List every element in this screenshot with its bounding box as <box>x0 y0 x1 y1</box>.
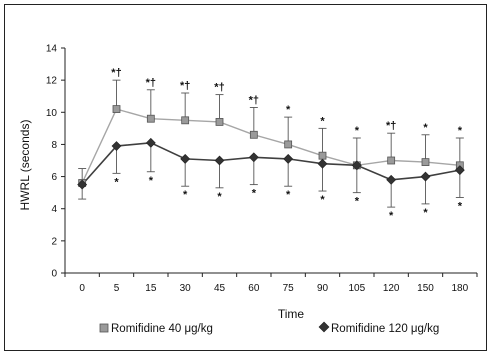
significance-mark: *† <box>214 82 224 94</box>
significance-mark: * <box>355 125 360 137</box>
x-tick-label: 105 <box>348 283 365 294</box>
x-tick-label: 15 <box>145 283 157 294</box>
significance-mark: * <box>458 200 463 212</box>
x-tick-label: 180 <box>451 283 468 294</box>
x-tick-label: 45 <box>214 283 226 294</box>
significance-mark: * <box>458 125 463 137</box>
legend-label-romifidine-120: Romifidine 120 μg/kg <box>331 323 439 335</box>
significance-mark: *† <box>249 94 259 106</box>
significance-mark: *† <box>386 120 396 132</box>
square-marker <box>181 116 190 125</box>
square-marker <box>215 118 224 126</box>
y-tick-label: 14 <box>46 44 58 55</box>
diamond-marker <box>111 141 122 151</box>
y-tick-label: 8 <box>51 140 57 151</box>
x-tick-label: 30 <box>180 283 192 294</box>
y-tick-label: 0 <box>51 269 57 280</box>
significance-mark: * <box>286 189 291 201</box>
legend: Romifidine 40 μg/kg Romifidine 120 μg/kg <box>99 321 439 335</box>
y-axis-label: HWRL (seconds) <box>18 120 32 211</box>
significance-mark: * <box>355 196 360 208</box>
series-line-romifidine-120 <box>81 142 460 186</box>
y-tick-label: 10 <box>46 108 58 119</box>
series-line-romifidine-40 <box>81 108 460 184</box>
diamond-marker <box>351 160 362 171</box>
significance-mark: *† <box>146 77 156 89</box>
significance-mark: *† <box>180 80 190 92</box>
x-tick-label: 60 <box>248 283 260 294</box>
significance-mark: * <box>149 175 154 187</box>
significance-mark: * <box>423 122 428 134</box>
significance-mark: * <box>423 207 428 219</box>
significance-mark: *† <box>111 67 121 79</box>
chart: 0 2 4 6 8 10 12 14 0 5 15 30 45 60 75 90 105 120 150 180 HW… <box>18 44 478 335</box>
legend-diamond-marker <box>318 321 330 333</box>
square-marker <box>249 130 258 139</box>
diamond-marker <box>283 153 294 164</box>
legend-square-marker <box>99 323 109 333</box>
significance-mark: * <box>389 210 394 222</box>
square-marker <box>112 105 121 113</box>
x-tick-label: 120 <box>383 283 400 294</box>
significance-mark: * <box>114 176 119 188</box>
diamond-marker <box>214 155 225 166</box>
square-marker <box>421 158 430 167</box>
x-tick-label: 75 <box>283 283 295 294</box>
square-marker <box>284 140 293 149</box>
diamond-marker <box>77 179 88 190</box>
series-markers <box>77 105 465 190</box>
y-tick-label: 4 <box>51 204 57 215</box>
axes: 0 2 4 6 8 10 12 14 0 5 15 30 45 60 75 90 105 120 150 180 <box>46 44 478 294</box>
x-tick-label: 90 <box>317 283 329 294</box>
diamond-marker <box>248 152 259 163</box>
diamond-marker <box>145 137 156 148</box>
square-marker <box>387 156 396 165</box>
significance-mark: * <box>183 189 188 201</box>
y-tick-label: 2 <box>51 236 57 247</box>
diamond-marker <box>420 171 431 182</box>
y-tick-label: 12 <box>46 76 58 87</box>
significance-mark: * <box>320 194 325 206</box>
diamond-marker <box>180 153 191 164</box>
series-lines <box>81 108 460 186</box>
diamond-marker <box>317 158 328 169</box>
x-tick-label: 5 <box>114 283 120 294</box>
x-tick-label: 150 <box>417 283 434 294</box>
significance-mark: * <box>286 104 291 116</box>
x-tick-label: 0 <box>79 283 85 294</box>
significance-mark: * <box>252 188 257 200</box>
chart-frame: 0 2 4 6 8 10 12 14 0 5 15 30 45 60 75 90 105 120 150 180 HW… <box>4 4 487 351</box>
diamond-marker <box>386 174 397 185</box>
y-tick-label: 6 <box>51 172 57 183</box>
square-marker <box>146 114 155 123</box>
square-marker <box>318 151 327 160</box>
significance-mark: * <box>217 191 222 203</box>
significance-annotations: *† *† *† *† *† * * * *† * * * * * * * * * * * * * <box>111 67 462 222</box>
x-axis-label: Time <box>278 307 305 321</box>
legend-label-romifidine-40: Romifidine 40 μg/kg <box>111 323 213 335</box>
significance-mark: * <box>320 115 325 127</box>
diamond-marker <box>454 165 465 176</box>
